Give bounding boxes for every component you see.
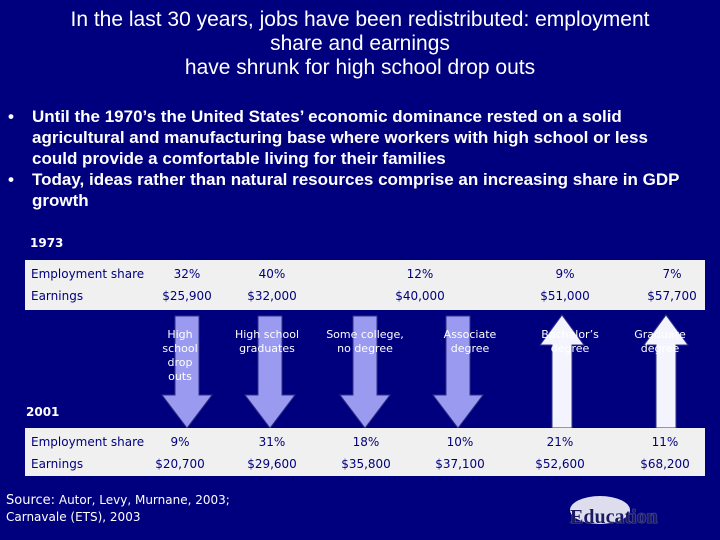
cell: $68,200	[640, 457, 690, 471]
cell: $51,000	[540, 289, 590, 303]
source-prefix: Source:	[6, 493, 56, 508]
cell: $37,100	[435, 457, 485, 471]
cell: $32,000	[247, 289, 297, 303]
row-label: Employment share	[31, 267, 145, 281]
cell: 21%	[546, 435, 574, 449]
year-label: 1973	[30, 236, 64, 250]
category-label: Bachelor’s degree	[541, 328, 599, 355]
category-label: Associate degree	[443, 328, 497, 355]
category-label: Some college, no degree	[326, 328, 404, 355]
cell: 7%	[662, 267, 682, 281]
source-text: Autor, Levy, Murnane, 2003;	[58, 493, 230, 507]
cell: 40%	[258, 267, 286, 281]
bullet: Today, ideas rather than natural resourc…	[8, 169, 688, 211]
category-label: Graduate degree	[634, 328, 686, 355]
cell: $52,600	[535, 457, 585, 471]
cell: $40,000	[395, 289, 445, 303]
bullet: Until the 1970’s the United States’ econ…	[8, 106, 688, 169]
title-line: share and earnings	[270, 32, 450, 55]
row-label: Employment share	[31, 435, 145, 449]
cell: 18%	[352, 435, 380, 449]
year-label: 2001	[26, 405, 60, 419]
cell: $57,700	[647, 289, 697, 303]
category-label: High school graduates	[234, 328, 300, 355]
category-label: High school drop outs	[162, 328, 198, 383]
source: Source: Autor, Levy, Murnane, 2003; Carn…	[6, 492, 230, 525]
source-text: Carnavale (ETS), 2003	[6, 510, 141, 524]
row-label: Earnings	[31, 457, 84, 471]
cell: $29,600	[247, 457, 297, 471]
cell: $25,900	[162, 289, 212, 303]
cell: $20,700	[155, 457, 205, 471]
table-2001: Employment share 9% 31% 18% 10% 21% 11% Earning…	[25, 428, 705, 476]
cell: 9%	[555, 267, 575, 281]
cell: 11%	[651, 435, 679, 449]
title-line: In the last 30 years, jobs have been red…	[70, 8, 650, 31]
cell: 31%	[258, 435, 286, 449]
cell: 10%	[446, 435, 474, 449]
cell: $35,800	[341, 457, 391, 471]
logo-shape	[570, 496, 630, 524]
cell: 32%	[173, 267, 201, 281]
logo: Education	[570, 506, 658, 528]
table-1973: Employment share 32% 40% 12% 9% 7% Earnings $25…	[25, 260, 705, 310]
row-label: Earnings	[31, 289, 84, 303]
cell: 9%	[170, 435, 190, 449]
cell: 12%	[406, 267, 434, 281]
categories: High school drop outs High school graduat…	[0, 328, 720, 388]
title-line: have shrunk for high school drop outs	[184, 56, 536, 79]
bullet-list: Until the 1970’s the United States’ econ…	[8, 106, 688, 211]
title: In the last 30 years, jobs have been red…	[0, 8, 720, 80]
